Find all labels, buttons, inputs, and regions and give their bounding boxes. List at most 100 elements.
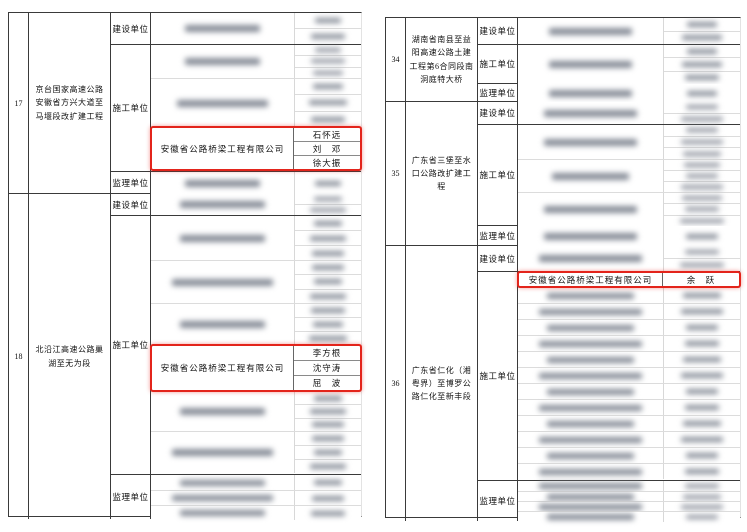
unit-groups: [518, 18, 740, 44]
project-name-cell: 京台国家高速公路安徽省方兴大道至马堰段改扩建工程: [29, 13, 111, 193]
redacted-unit-group: [518, 491, 740, 501]
redacted-name-cell: [664, 147, 740, 159]
blurred-text-bar: [313, 480, 343, 485]
redacted-company-cell: [518, 18, 663, 44]
row-number-cell: 17: [9, 13, 29, 193]
blurred-text-bar: [172, 449, 273, 456]
redacted-unit-group: [518, 226, 740, 246]
redacted-name-cell: [664, 352, 740, 367]
redacted-name-cell: [664, 246, 740, 258]
row-sections: 建设单位 施工单位 安徽省公路桥梁工程有限公司 余 跃监理单位: [478, 246, 741, 522]
redacted-unit-group: [518, 84, 740, 102]
unit-groups: [151, 194, 361, 215]
redacted-unit-group: [151, 391, 361, 431]
redacted-company-cell: [518, 226, 663, 246]
redacted-name-cell: [664, 432, 740, 447]
blurred-text-bar: [314, 279, 342, 285]
blurred-text-bar: [312, 322, 344, 327]
blurred-text-bar: [539, 404, 642, 411]
redacted-unit-group: [518, 319, 740, 335]
redacted-company-cell: [151, 45, 294, 78]
unit-groups: 安徽省公路桥梁工程有限公司 李方根 沈守涛屈 波: [150, 216, 362, 474]
person-name-cell: 李方根: [312, 348, 342, 358]
role-label-cell: 建设单位: [478, 246, 518, 271]
redacted-unit-group: [151, 13, 361, 44]
person-names-column: [663, 448, 740, 463]
redacted-name-cell: [295, 45, 361, 55]
person-names-column: [663, 384, 740, 399]
blurred-text-bar: [310, 510, 346, 516]
blurred-text-bar: [539, 468, 642, 475]
redacted-name-cell: [664, 160, 740, 170]
redacted-name-cell: [295, 172, 361, 194]
unit-groups: [518, 125, 740, 226]
project-name-cell: 湖南省南县至益阳高速公路土建工程第6合同段南洞庭特大桥: [406, 18, 478, 101]
redacted-unit-group: [518, 511, 740, 522]
person-names-column: [294, 194, 361, 215]
blurred-text-bar: [314, 48, 342, 53]
redacted-company-cell: [151, 194, 294, 215]
redacted-unit-group: [518, 18, 740, 44]
company-name-cell: 安徽省公路桥梁工程有限公司: [528, 274, 653, 285]
person-names-column: [663, 368, 740, 383]
redacted-company-cell: [518, 448, 663, 463]
redacted-name-cell: [295, 274, 361, 288]
blurred-text-bar: [681, 185, 723, 189]
blurred-text-bar: [686, 515, 718, 519]
redacted-name-cell: [295, 94, 361, 110]
redacted-name-cell: [295, 28, 361, 44]
redacted-unit-group: [518, 481, 740, 491]
section-监理单位: 监理单位: [478, 225, 740, 246]
redacted-company-cell: [518, 416, 663, 431]
role-label-cell: 监理单位: [478, 84, 518, 101]
table-row: 36 广东省仁化（湘粤界）至博罗公路仁化至新丰段 建设单位 施工单位 安徽省公路桥梁工程…: [386, 245, 741, 522]
redacted-unit-group: [518, 447, 740, 463]
redacted-name-cell: [295, 110, 361, 127]
redacted-company-cell: [151, 13, 294, 44]
redacted-name-cell: [664, 125, 740, 136]
redacted-name-cell: [664, 84, 740, 102]
blurred-text-bar: [684, 469, 720, 474]
person-names-column: [663, 226, 740, 246]
unit-groups: [518, 84, 740, 102]
person-name-cell: 屈 波: [294, 375, 360, 390]
redacted-unit-group: [518, 501, 740, 511]
redacted-unit-group: [151, 216, 361, 260]
blurred-text-bar: [684, 405, 720, 410]
redacted-name-cell: [664, 181, 740, 192]
blurred-text-bar: [544, 109, 637, 117]
role-label-cell: 建设单位: [478, 102, 518, 124]
person-names-column: [663, 160, 740, 192]
redacted-name-cell: [664, 384, 740, 399]
unit-groups: [518, 246, 740, 271]
role-label-cell: 监理单位: [478, 226, 518, 245]
blurred-text-bar: [180, 234, 265, 242]
redacted-name-cell: [664, 336, 740, 351]
blurred-text-bar: [309, 208, 347, 212]
blurred-text-bar: [312, 70, 344, 75]
redacted-name-cell: [295, 317, 361, 331]
blurred-text-bar: [185, 179, 260, 187]
row-sections: 建设单位 施工单位 安徽省公路桥梁工程有限公司 石怀远刘 邓徐大振 监理单位: [111, 13, 362, 194]
row-sections: 建设单位 施工单位 监理单位: [478, 102, 740, 246]
table-row: 35 广东省三堡至水口公路改扩建工程 建设单位 施工单位 监理单位: [386, 101, 740, 246]
blurred-text-bar: [552, 172, 629, 180]
redacted-unit-group: [518, 383, 740, 399]
redacted-unit-group: [518, 246, 740, 271]
blurred-text-bar: [539, 255, 642, 262]
person-names-column: [294, 304, 361, 345]
redacted-unit-group: [151, 475, 361, 490]
person-names-column: [294, 172, 361, 194]
blurred-text-bar: [686, 48, 718, 54]
redacted-name-cell: [295, 304, 361, 317]
blurred-text-bar: [684, 75, 720, 81]
unit-groups: 安徽省公路桥梁工程有限公司 石怀远刘 邓徐大振: [150, 45, 362, 171]
blurred-text-bar: [682, 421, 722, 426]
blurred-text-bar: [312, 495, 344, 501]
blurred-text-bar: [311, 250, 345, 256]
redacted-name-cell: [664, 481, 740, 491]
highlight-box: 安徽省公路桥梁工程有限公司 余 跃: [517, 271, 741, 288]
redacted-name-cell: [664, 193, 740, 203]
blurred-text-bar: [685, 128, 719, 133]
person-names-column: [663, 320, 740, 335]
